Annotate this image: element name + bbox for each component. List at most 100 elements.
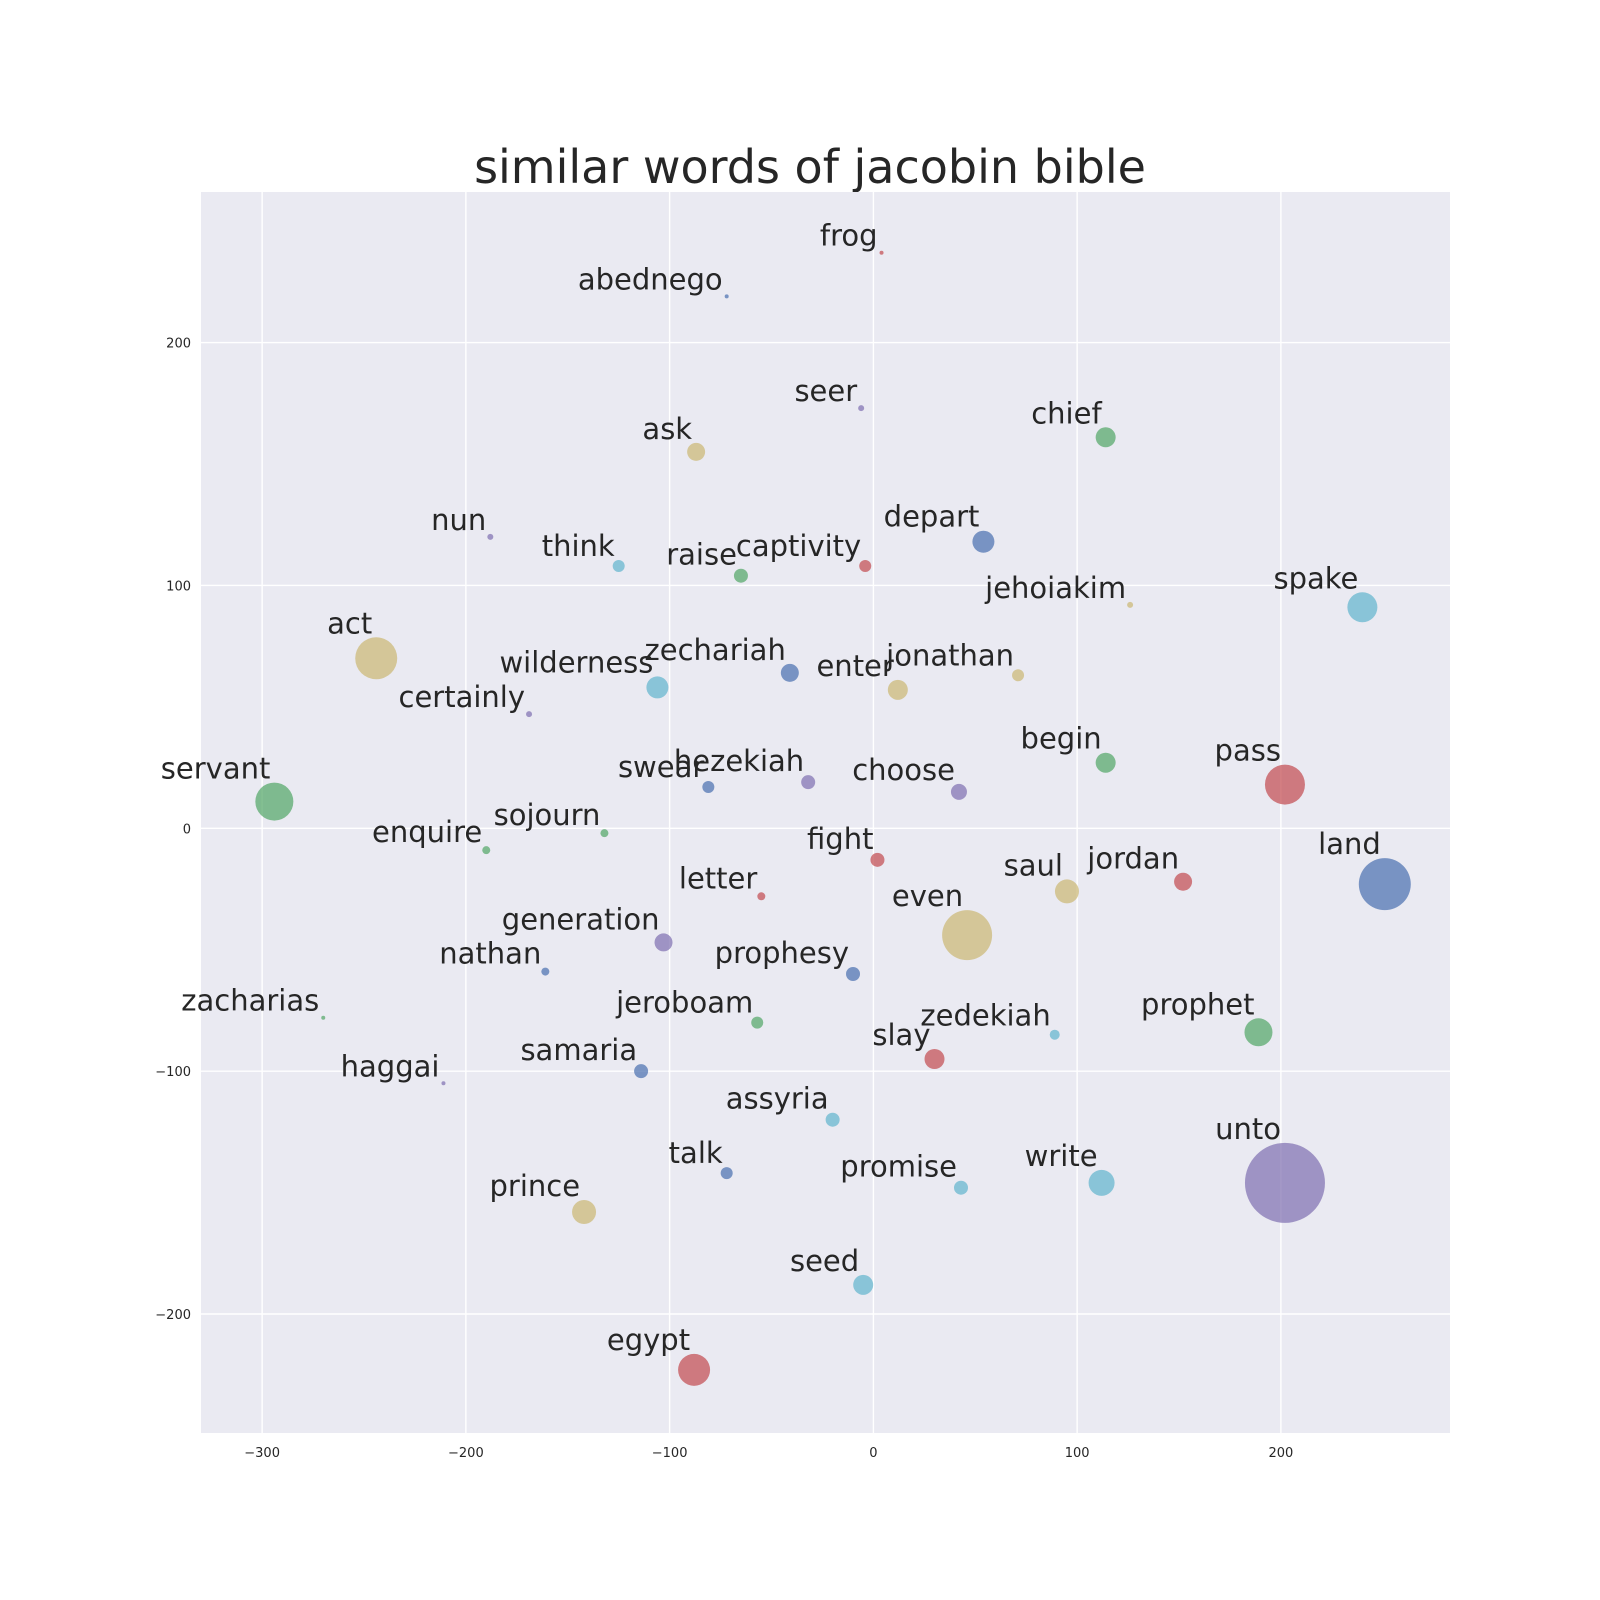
point-pass (1264, 764, 1305, 805)
label-enquire: enquire (372, 815, 482, 849)
label-act: act (327, 606, 372, 640)
point-assyria (825, 1112, 840, 1127)
point-enquire (482, 846, 491, 855)
label-haggai: haggai (341, 1049, 440, 1083)
point-swear (702, 781, 715, 793)
label-raise: raise (666, 538, 737, 572)
label-prophesy: prophesy (715, 936, 849, 970)
label-certainly: certainly (399, 680, 526, 714)
label-jordan: jordan (1086, 842, 1179, 876)
point-ask (687, 442, 706, 461)
label-captivity: captivity (736, 529, 861, 563)
point-jehoiakim (1127, 601, 1134, 608)
point-act (355, 637, 398, 680)
grid-lines (201, 192, 1450, 1433)
point-servant (255, 782, 294, 821)
label-pass: pass (1215, 734, 1281, 768)
point-enter (887, 679, 908, 700)
x-tick-label: −100 (652, 1446, 688, 1461)
x-tick-label: 100 (1065, 1446, 1090, 1461)
y-tick-label: −100 (155, 1065, 191, 1080)
point-jordan (1174, 872, 1193, 891)
point-hezekiah (801, 775, 816, 790)
label-promise: promise (840, 1150, 957, 1184)
y-tick-label: 200 (166, 337, 191, 352)
point-nathan (541, 967, 550, 976)
label-zechariah: zechariah (645, 633, 786, 667)
point-seer (858, 405, 865, 412)
point-captivity (859, 560, 872, 572)
label-prophet: prophet (1141, 987, 1254, 1021)
label-assyria: assyria (726, 1082, 829, 1116)
label-letter: letter (679, 861, 757, 895)
point-slay (924, 1049, 945, 1069)
label-seed: seed (790, 1244, 859, 1278)
label-wilderness: wilderness (499, 645, 653, 679)
label-zedekiah: zedekiah (920, 999, 1050, 1033)
x-tick-label: −200 (448, 1446, 484, 1461)
label-seer: seer (794, 374, 857, 408)
label-servant: servant (161, 752, 271, 786)
point-saul (1054, 879, 1079, 904)
label-enter: enter (816, 649, 893, 683)
x-tick-label: −300 (244, 1446, 280, 1461)
label-egypt: egypt (607, 1323, 690, 1357)
label-slay: slay (872, 1018, 930, 1052)
label-generation: generation (502, 902, 660, 936)
label-samaria: samaria (520, 1033, 637, 1067)
point-zacharias (321, 1015, 326, 1020)
label-jeroboam: jeroboam (615, 986, 753, 1020)
point-begin (1095, 752, 1116, 773)
point-certainly (526, 711, 533, 718)
label-abednego: abednego (578, 262, 723, 296)
point-prophet (1244, 1018, 1273, 1047)
label-zacharias: zacharias (181, 984, 319, 1018)
label-talk: talk (669, 1136, 723, 1170)
point-frog (879, 250, 884, 255)
point-sojourn (600, 829, 609, 838)
label-jehoiakim: jehoiakim (984, 571, 1126, 605)
point-land (1358, 858, 1411, 911)
point-nun (487, 533, 494, 540)
x-tick-label: 200 (1268, 1446, 1293, 1461)
y-tick-label: 0 (183, 822, 191, 837)
x-tick-label: 0 (869, 1446, 877, 1461)
point-depart (972, 530, 995, 553)
point-wilderness (646, 676, 669, 699)
axis-ticks: −300 −200 −100 0 100 200 200 100 0 −100 −200 (155, 337, 1293, 1461)
label-land: land (1318, 827, 1381, 861)
label-spake: spake (1273, 561, 1358, 595)
label-swear: swear (618, 750, 704, 784)
point-fight (870, 852, 885, 867)
label-nun: nun (431, 503, 486, 537)
label-ask: ask (642, 412, 692, 446)
point-zedekiah (1049, 1029, 1060, 1040)
data-points (255, 250, 1411, 1386)
label-nathan: nathan (439, 937, 541, 971)
point-seed (853, 1274, 874, 1295)
point-spake (1347, 592, 1378, 623)
label-think: think (542, 529, 615, 563)
y-tick-label: −200 (155, 1308, 191, 1323)
point-egypt (678, 1353, 711, 1386)
label-jonathan: jonathan (885, 638, 1014, 672)
point-choose (950, 783, 967, 800)
point-prince (572, 1200, 597, 1224)
point-abednego (724, 294, 729, 299)
point-labels: frog abednego seer chief ask nun depart think ca… (161, 219, 1381, 1357)
plot-area (201, 192, 1450, 1433)
label-write: write (1025, 1139, 1098, 1173)
chart-title: similar words of jacobin bible (474, 140, 1146, 194)
point-prophesy (846, 967, 861, 981)
label-fight: fight (807, 822, 873, 856)
point-write (1088, 1169, 1115, 1196)
point-generation (654, 933, 673, 952)
point-unto (1244, 1142, 1325, 1223)
label-hezekiah: hezekiah (674, 744, 804, 778)
point-jeroboam (751, 1016, 764, 1029)
label-depart: depart (884, 500, 980, 534)
point-haggai (441, 1081, 446, 1086)
y-tick-label: 100 (166, 579, 191, 594)
